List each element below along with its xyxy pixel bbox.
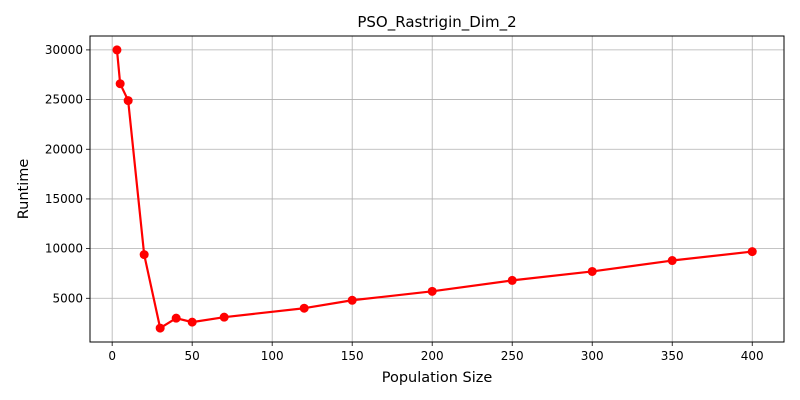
x-tick-label: 150 [341,349,364,363]
x-tick-label: 250 [501,349,524,363]
x-tick-label: 350 [661,349,684,363]
y-axis-ticks: 5000 10000 15000 20000 25000 30000 [45,43,90,305]
x-tick-label: 400 [741,349,764,363]
y-tick-label: 5000 [52,291,83,305]
x-tick-label: 0 [108,349,116,363]
y-tick-label: 15000 [45,192,83,206]
chart-title: PSO_Rastrigin_Dim_2 [357,13,516,32]
y-tick-label: 20000 [45,142,83,156]
x-axis-title: Population Size [382,370,493,386]
plot-frame [89,35,785,343]
data-point [123,96,133,106]
y-tick-label: 10000 [45,242,83,256]
data-point [667,256,677,266]
data-point [299,303,309,313]
data-point [187,317,197,327]
x-tick-label: 200 [421,349,444,363]
data-point [171,313,181,323]
series-line [115,49,753,330]
data-point [507,275,517,285]
data-point [112,45,122,55]
data-point [155,323,165,333]
x-axis-ticks: 0 50 100 150 200 250 300 350 400 [108,342,764,363]
data-point [115,79,125,89]
data-point [139,250,149,260]
grid-lines [90,36,784,342]
y-tick-label: 30000 [45,43,83,57]
data-point [219,312,229,322]
x-tick-label: 50 [185,349,200,363]
data-point [747,247,757,257]
data-point [347,295,357,305]
y-tick-label: 25000 [45,93,83,107]
data-point [587,266,597,276]
series-layer [112,45,757,333]
data-point [427,286,437,296]
x-tick-label: 300 [581,349,604,363]
x-tick-label: 100 [261,349,284,363]
y-axis-title: Runtime [16,159,32,220]
